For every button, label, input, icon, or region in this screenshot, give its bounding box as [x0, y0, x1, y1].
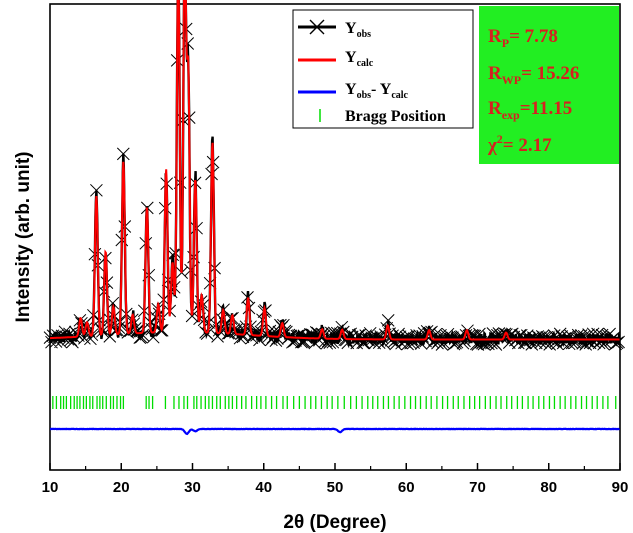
legend-label-observed: Yobs	[345, 20, 371, 40]
legend-label-difference: Yobs- Ycalc	[345, 81, 409, 101]
legend-label-bragg: Bragg Position	[345, 108, 446, 125]
stat-rwp: RWP= 15.26	[488, 63, 579, 87]
x-tick-label-80: 80	[540, 479, 557, 496]
stat-rp-main: R	[488, 26, 502, 47]
stat-rexp-main: R	[488, 98, 502, 119]
x-tick-label-20: 20	[113, 479, 130, 496]
stat-rexp-value: =11.15	[520, 98, 573, 119]
legend-observed-sub: obs	[357, 29, 372, 40]
stat-rp-sub: P	[502, 36, 509, 50]
fit-statistics-box: RP= 7.78 RWP= 15.26 Rexp=11.15 χ2= 2.17	[479, 6, 619, 164]
stat-chi2: χ2= 2.17	[487, 132, 552, 156]
x-tick-label-40: 40	[255, 479, 272, 496]
legend-box	[292, 9, 474, 129]
legend-marker-observed	[309, 19, 325, 35]
legend-calculated-sub: calc	[357, 58, 374, 69]
legend-item-observed: Yobs	[298, 19, 371, 40]
legend-item-calculated: Ycalc	[298, 49, 374, 69]
x-tick-label-70: 70	[469, 479, 486, 496]
difference-line	[50, 427, 621, 436]
x-axis-ticks: 10 20 30 40 50 60 70 80 90	[42, 463, 629, 496]
stat-rp: RP= 7.78	[488, 26, 558, 50]
legend-item-difference: Yobs- Ycalc	[298, 81, 409, 101]
stat-rwp-main: R	[488, 63, 502, 84]
x-tick-label-50: 50	[327, 479, 344, 496]
legend: Yobs Ycalc Yobs- Ycalc Bragg Position	[292, 9, 474, 129]
stat-rexp-sub: exp	[502, 108, 520, 122]
legend-label-calculated: Ycalc	[345, 49, 374, 69]
stat-chi2-value: = 2.17	[503, 135, 552, 156]
x-tick-label-90: 90	[612, 479, 629, 496]
x-tick-label-60: 60	[398, 479, 415, 496]
legend-difference-sub2: calc	[391, 90, 408, 101]
legend-difference-mid: - Y	[371, 81, 392, 98]
stat-rwp-sub: WP	[502, 73, 521, 87]
x-tick-label-30: 30	[184, 479, 201, 496]
y-axis-title: Intensity (arb. unit)	[13, 152, 34, 323]
stat-rp-value: = 7.78	[509, 26, 558, 47]
legend-calculated-main: Y	[345, 49, 357, 66]
series-difference	[50, 427, 621, 436]
series-calculated	[50, 0, 620, 341]
series-bragg-positions	[52, 396, 617, 409]
stat-chi2-sup: 2	[497, 132, 503, 146]
legend-observed-main: Y	[345, 20, 357, 37]
legend-difference-main: Y	[345, 81, 357, 98]
x-axis-title: 2θ (Degree)	[283, 512, 386, 533]
legend-difference-sub: obs	[357, 90, 372, 101]
stat-rexp: Rexp=11.15	[488, 98, 572, 122]
stat-rwp-value: = 15.26	[521, 63, 579, 84]
x-tick-label-10: 10	[42, 479, 59, 496]
legend-item-bragg: Bragg Position	[319, 108, 446, 125]
stat-chi2-main: χ	[487, 135, 497, 156]
calculated-line	[50, 0, 620, 341]
fit-statistics-background	[479, 6, 619, 164]
